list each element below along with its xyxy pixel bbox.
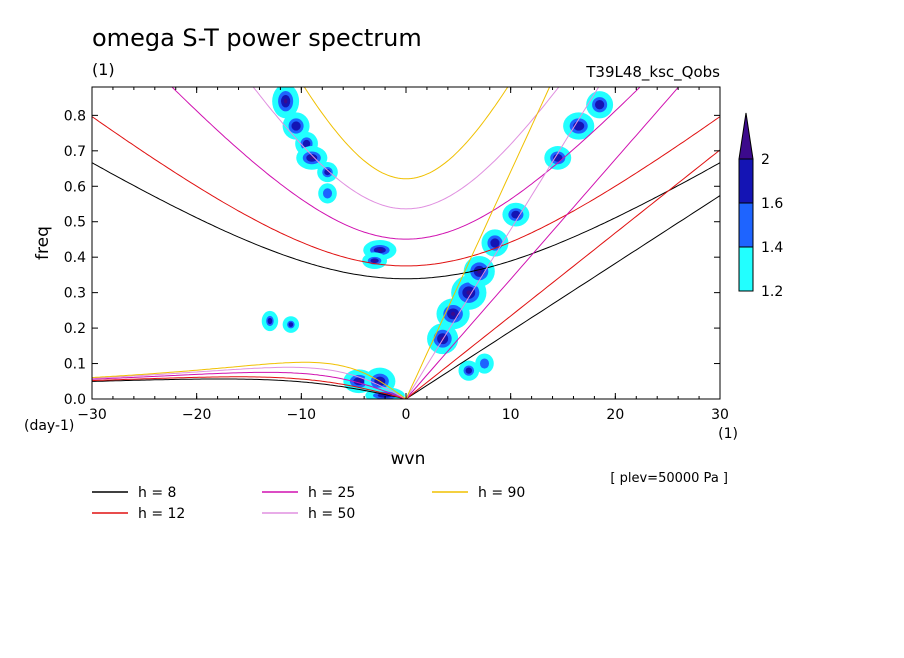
dispersion-curve bbox=[303, 87, 509, 180]
y-axis-label: freq bbox=[33, 226, 53, 260]
legend-label: h = 90 bbox=[478, 485, 525, 501]
dispersion-curve bbox=[92, 361, 407, 399]
contour-blob bbox=[302, 139, 311, 148]
contour-blob bbox=[511, 210, 521, 219]
dispersion-curve bbox=[92, 116, 720, 267]
x-tick-label: 10 bbox=[502, 407, 520, 423]
y-tick-label: 0.6 bbox=[64, 179, 86, 195]
contour-blob bbox=[466, 290, 472, 295]
dispersion-curve bbox=[171, 87, 641, 240]
plot-area bbox=[92, 87, 720, 399]
dispersion-curve bbox=[252, 87, 560, 210]
contour-blob bbox=[595, 100, 605, 110]
contour-blob bbox=[373, 259, 377, 262]
contour-blob bbox=[465, 367, 473, 374]
contour-blob bbox=[356, 379, 361, 383]
x-unit-label: (1) bbox=[718, 426, 738, 442]
contour-blob bbox=[267, 317, 273, 325]
legend-label: h = 12 bbox=[138, 506, 185, 522]
x-tick-label: −30 bbox=[77, 407, 107, 423]
contour-blob bbox=[309, 156, 314, 160]
colorbar-segment bbox=[738, 202, 754, 248]
legend-label: h = 8 bbox=[138, 485, 176, 501]
run-name: T39L48_ksc_Qobs bbox=[585, 63, 720, 82]
colorbar-label: 2 bbox=[761, 152, 770, 168]
dispersion-curve bbox=[405, 149, 720, 399]
y-tick-label: 0.0 bbox=[64, 392, 86, 408]
contour-blob bbox=[324, 168, 331, 176]
legend: h = 8 h = 12 h = 25 h = 50 h = 90 bbox=[92, 485, 525, 522]
x-axis-ticks: −30 −20 −10 0 10 20 30 bbox=[77, 87, 729, 423]
y-tick-label: 0.1 bbox=[64, 357, 86, 373]
x-tick-label: 30 bbox=[711, 407, 729, 423]
contour-blob bbox=[291, 121, 301, 131]
dispersion-curve bbox=[405, 87, 600, 399]
y-tick-label: 0.2 bbox=[64, 321, 86, 337]
y-tick-label: 0.4 bbox=[64, 250, 86, 266]
colorbar-label: 1.4 bbox=[761, 240, 783, 256]
x-tick-label: −10 bbox=[287, 407, 317, 423]
contour-blob bbox=[553, 154, 563, 162]
dispersion-curve bbox=[92, 378, 407, 399]
chart-subtitle: (1) bbox=[92, 60, 115, 79]
y-axis-ticks: 0.0 0.1 0.2 0.3 0.4 0.5 0.6 0.7 0.8 bbox=[64, 108, 720, 408]
dispersion-curve bbox=[92, 376, 407, 399]
x-tick-label: 0 bbox=[402, 407, 411, 423]
y-tick-label: 0.7 bbox=[64, 144, 86, 160]
y-tick-label: 0.8 bbox=[64, 108, 86, 124]
y-unit-label: (day-1) bbox=[24, 418, 74, 434]
dispersion-curve bbox=[92, 162, 720, 280]
colorbar-arrow bbox=[738, 112, 754, 160]
legend-label: h = 50 bbox=[308, 506, 355, 522]
colorbar-label: 1.6 bbox=[761, 196, 783, 212]
x-axis-label: wvn bbox=[391, 449, 426, 469]
dispersion-curve bbox=[405, 87, 551, 399]
colorbar-segment bbox=[738, 158, 754, 204]
y-tick-label: 0.3 bbox=[64, 286, 86, 302]
dispersion-curve bbox=[405, 195, 720, 399]
colorbar-segment bbox=[738, 246, 754, 292]
contour-blob bbox=[479, 358, 490, 369]
contour-blob bbox=[322, 188, 333, 199]
contour-blob bbox=[490, 238, 500, 248]
colorbar: 1.2 1.4 1.6 2 bbox=[738, 112, 783, 300]
plev-note: [ plev=50000 Pa ] bbox=[610, 471, 728, 486]
dispersion-curve bbox=[92, 366, 407, 399]
contour-blob bbox=[288, 322, 294, 327]
dispersion-curve bbox=[92, 371, 407, 399]
dispersion-curve bbox=[405, 87, 680, 399]
x-tick-label: −20 bbox=[182, 407, 212, 423]
contour-blob bbox=[377, 248, 383, 252]
contour-blob bbox=[450, 311, 456, 316]
x-tick-label: 20 bbox=[606, 407, 624, 423]
colorbar-label: 1.2 bbox=[761, 284, 783, 300]
contour-blob bbox=[283, 98, 288, 104]
legend-label: h = 25 bbox=[308, 485, 355, 501]
chart-title: omega S-T power spectrum bbox=[92, 24, 422, 52]
y-tick-label: 0.5 bbox=[64, 215, 86, 231]
dispersion-curves bbox=[92, 87, 720, 399]
